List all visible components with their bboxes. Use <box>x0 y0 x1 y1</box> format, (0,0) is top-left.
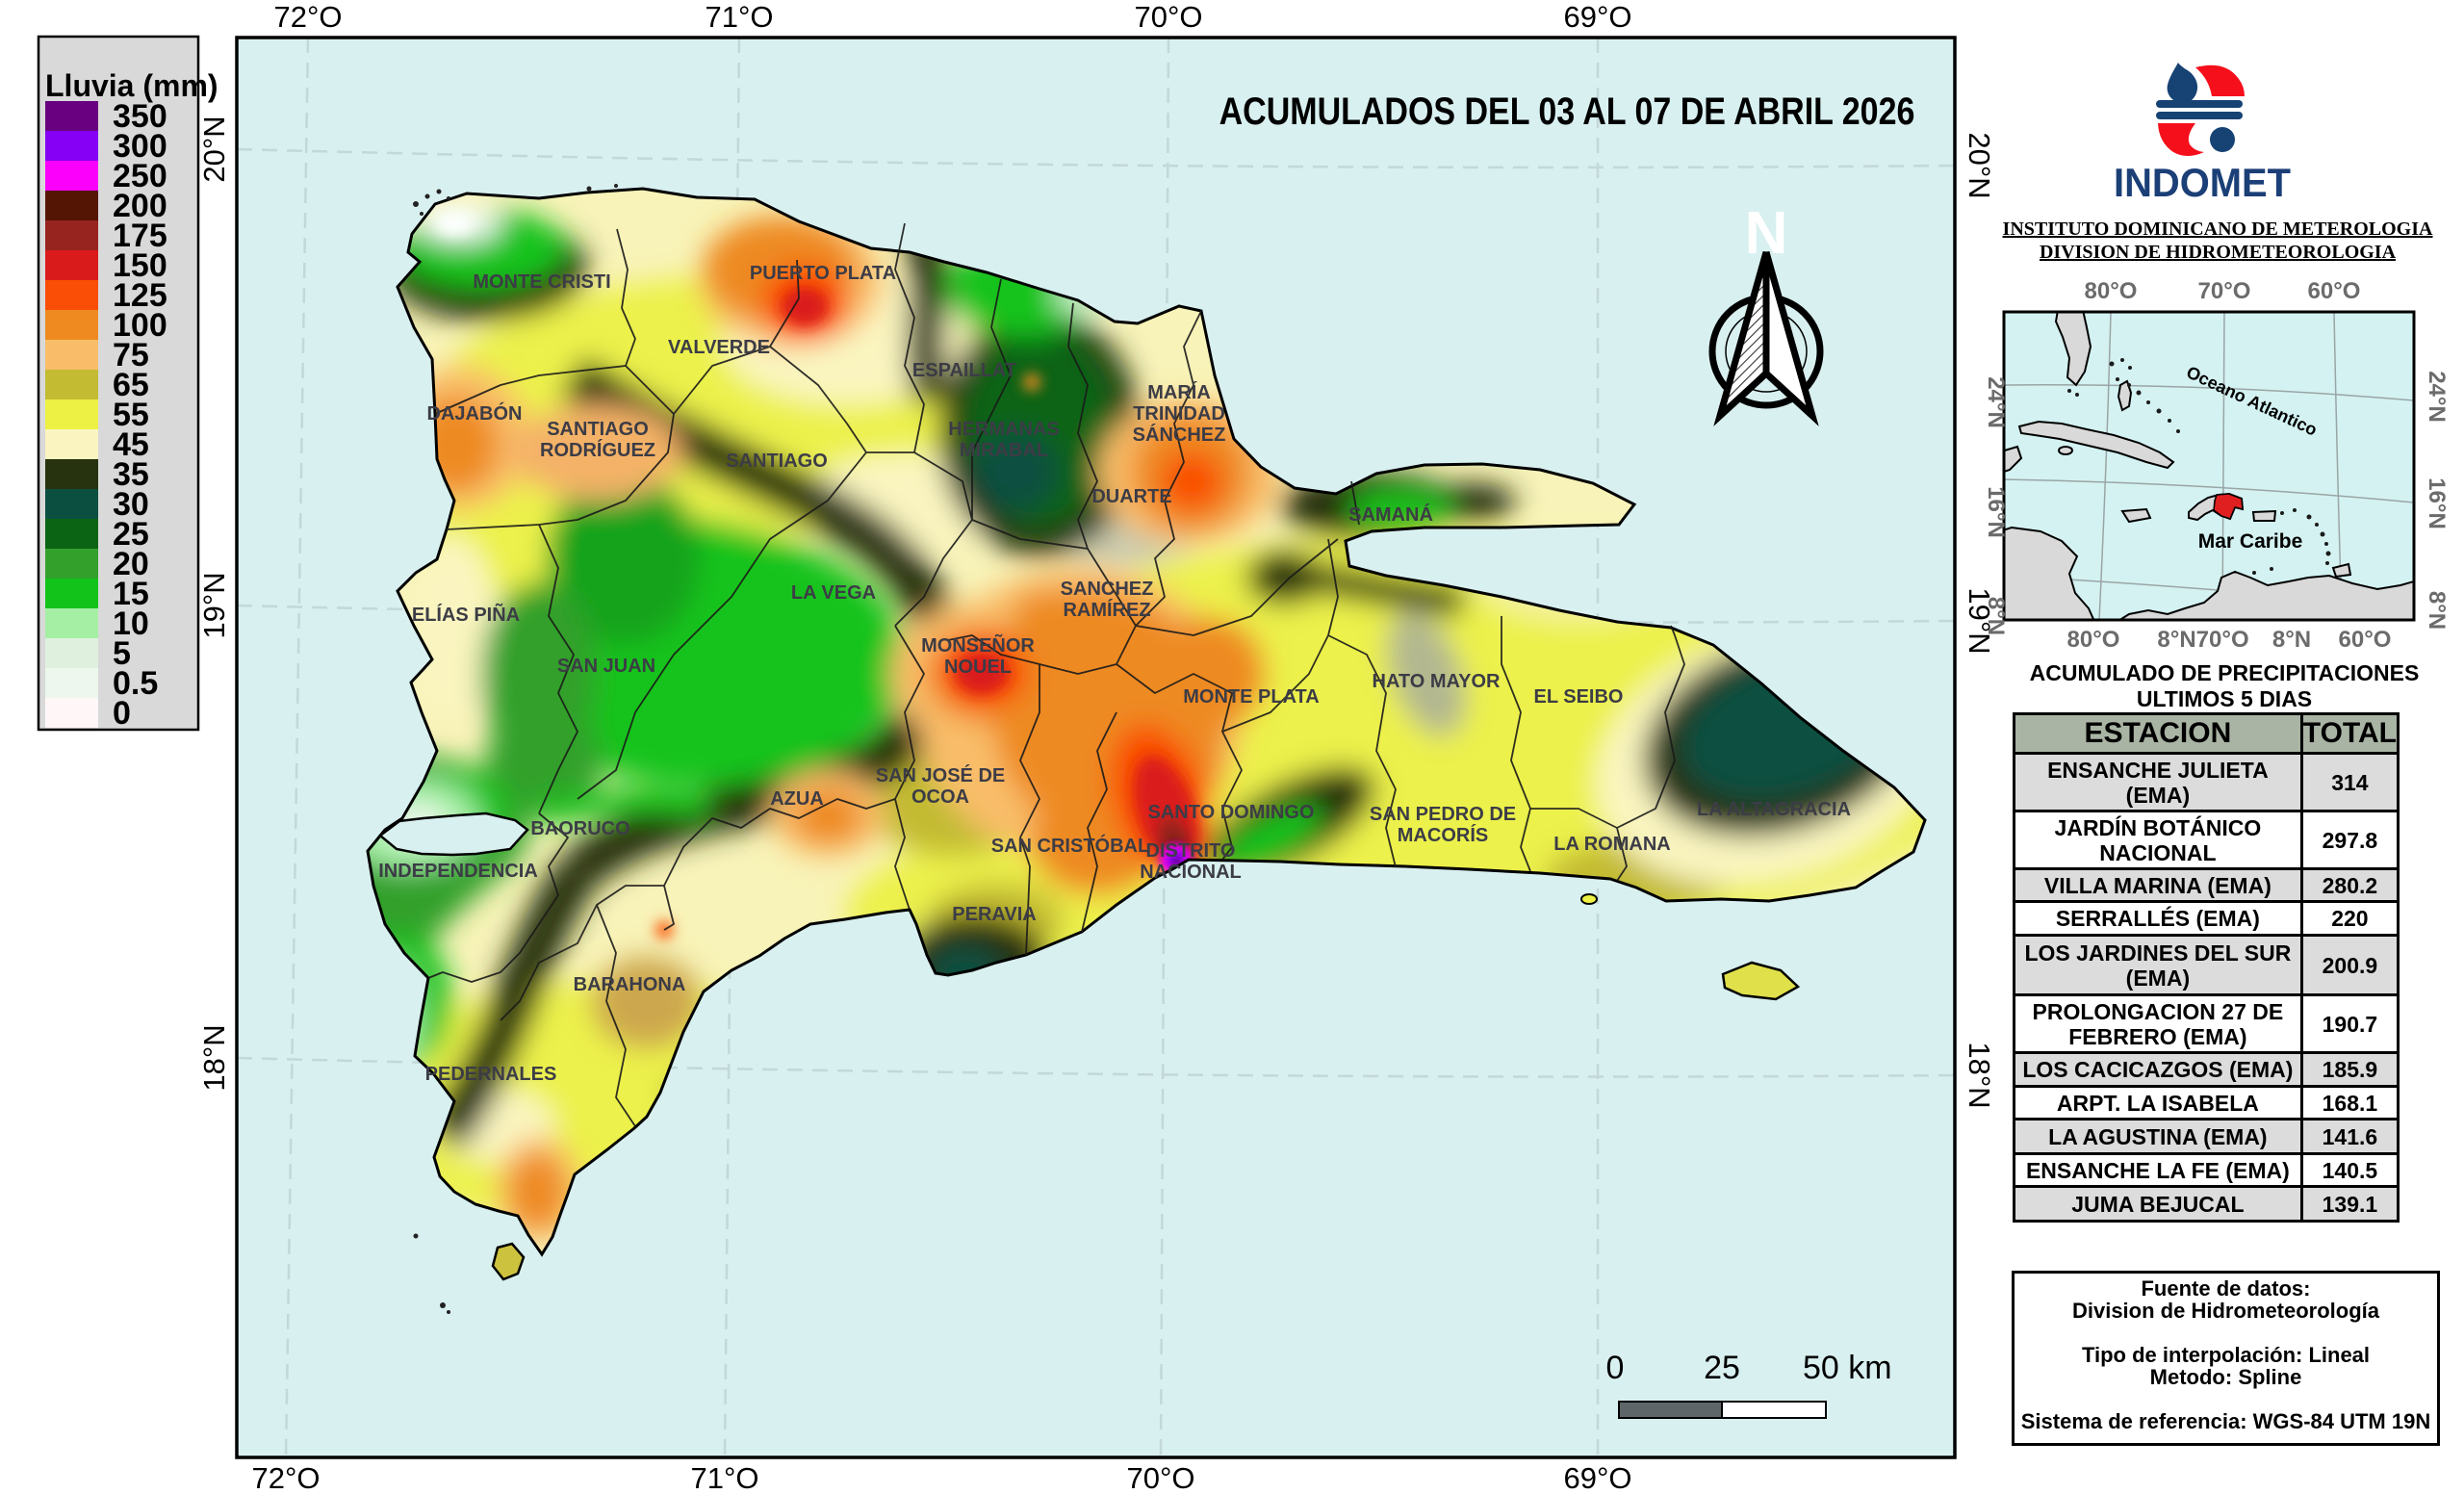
svg-text:MONTE PLATA: MONTE PLATA <box>1183 686 1319 708</box>
svg-text:PUERTO PLATA: PUERTO PLATA <box>750 263 896 284</box>
svg-text:69°O: 69°O <box>1564 0 1632 34</box>
svg-text:HERMANAS: HERMANAS <box>948 419 1060 440</box>
svg-text:0.5: 0.5 <box>113 665 158 702</box>
svg-text:24°N: 24°N <box>2424 371 2450 423</box>
svg-text:25: 25 <box>113 516 149 553</box>
svg-text:AZUA: AZUA <box>770 788 824 810</box>
svg-text:19°N: 19°N <box>1963 587 1996 654</box>
svg-text:0: 0 <box>113 695 131 732</box>
svg-text:SÁNCHEZ: SÁNCHEZ <box>1133 424 1226 446</box>
svg-text:DAJABÓN: DAJABÓN <box>427 401 523 425</box>
svg-text:PEDERNALES: PEDERNALES <box>425 1064 557 1085</box>
svg-text:70°O: 70°O <box>2198 278 2251 304</box>
svg-text:MONTE CRISTI: MONTE CRISTI <box>473 271 610 293</box>
svg-text:200: 200 <box>113 188 167 224</box>
svg-text:SANTIAGO: SANTIAGO <box>726 451 828 472</box>
svg-text:24°N: 24°N <box>1983 376 2009 428</box>
svg-text:72°O: 72°O <box>274 0 343 34</box>
svg-text:20: 20 <box>113 546 149 582</box>
svg-text:18°N: 18°N <box>197 1024 231 1091</box>
svg-text:OCOA: OCOA <box>911 786 969 808</box>
svg-text:MARÍA: MARÍA <box>1147 381 1211 403</box>
svg-text:DISTRITO: DISTRITO <box>1146 840 1236 862</box>
svg-text:100: 100 <box>113 307 167 344</box>
svg-text:30: 30 <box>113 486 149 523</box>
svg-text:0: 0 <box>1606 1350 1625 1386</box>
svg-text:8°N: 8°N <box>1983 597 2009 635</box>
svg-text:60°O: 60°O <box>2339 627 2392 653</box>
svg-text:65: 65 <box>113 367 149 403</box>
svg-text:SAN JUAN: SAN JUAN <box>557 656 655 677</box>
svg-text:20°N: 20°N <box>197 116 231 182</box>
svg-text:70°O: 70°O <box>1135 0 1203 34</box>
svg-text:70°O: 70°O <box>1127 1461 1195 1494</box>
svg-text:NOUEL: NOUEL <box>944 657 1012 678</box>
svg-text:MACORÍS: MACORÍS <box>1398 824 1488 846</box>
svg-text:35: 35 <box>113 456 149 493</box>
svg-text:ACUMULADOS DEL 03 AL 07 DE ABR: ACUMULADOS DEL 03 AL 07 DE ABRIL 2026 <box>1219 89 1915 132</box>
svg-text:18°N: 18°N <box>1963 1042 1996 1108</box>
svg-text:LA ALTAGRACIA: LA ALTAGRACIA <box>1697 799 1851 820</box>
svg-text:LA ROMANA: LA ROMANA <box>1553 834 1670 855</box>
svg-text:10: 10 <box>113 605 149 642</box>
svg-text:8°N: 8°N <box>2424 591 2450 630</box>
svg-text:350: 350 <box>113 98 167 135</box>
svg-text:20°N: 20°N <box>1963 132 1996 198</box>
svg-text:72°O: 72°O <box>252 1461 321 1494</box>
svg-text:Lluvia (mm): Lluvia (mm) <box>45 68 218 103</box>
svg-text:ESPAILLAT: ESPAILLAT <box>912 360 1016 381</box>
svg-text:69°O: 69°O <box>1564 1461 1632 1494</box>
svg-text:INDOMET: INDOMET <box>2114 160 2291 205</box>
svg-text:45: 45 <box>113 426 149 463</box>
svg-text:SAN PEDRO DE: SAN PEDRO DE <box>1370 804 1516 825</box>
svg-text:5: 5 <box>113 635 131 672</box>
svg-text:80°O: 80°O <box>2085 278 2138 304</box>
svg-text:SAN JOSÉ DE: SAN JOSÉ DE <box>876 764 1005 786</box>
svg-text:250: 250 <box>113 158 167 194</box>
svg-text:RODRÍGUEZ: RODRÍGUEZ <box>540 439 655 461</box>
svg-text:RAMÍREZ: RAMÍREZ <box>1063 599 1150 621</box>
svg-text:125: 125 <box>113 277 167 314</box>
svg-text:SAN CRISTÓBAL: SAN CRISTÓBAL <box>991 834 1149 857</box>
svg-text:PERAVIA: PERAVIA <box>952 904 1036 925</box>
svg-text:19°N: 19°N <box>197 572 231 638</box>
svg-text:ELÍAS PIÑA: ELÍAS PIÑA <box>412 604 520 626</box>
svg-text:25: 25 <box>1704 1350 1740 1386</box>
svg-text:80°O: 80°O <box>2067 627 2120 653</box>
svg-text:50 km: 50 km <box>1803 1350 1892 1386</box>
svg-text:MONSEÑOR: MONSEÑOR <box>921 634 1035 657</box>
svg-text:16°N: 16°N <box>1983 486 2009 538</box>
svg-text:175: 175 <box>113 218 167 254</box>
svg-text:VALVERDE: VALVERDE <box>668 337 770 358</box>
svg-text:71°O: 71°O <box>691 1461 759 1494</box>
svg-text:8°N: 8°N <box>2272 627 2311 653</box>
svg-text:SAMANÁ: SAMANÁ <box>1348 503 1433 526</box>
svg-text:SANCHEZ: SANCHEZ <box>1061 579 1154 600</box>
svg-text:LA VEGA: LA VEGA <box>791 582 876 604</box>
svg-text:75: 75 <box>113 337 149 374</box>
svg-text:HATO MAYOR: HATO MAYOR <box>1373 671 1502 692</box>
svg-text:71°O: 71°O <box>706 0 774 34</box>
svg-text:TRINIDAD: TRINIDAD <box>1133 403 1225 425</box>
svg-text:SANTIAGO: SANTIAGO <box>547 419 649 440</box>
svg-text:NACIONAL: NACIONAL <box>1140 862 1242 883</box>
svg-text:55: 55 <box>113 397 149 433</box>
svg-text:SANTO DOMINGO: SANTO DOMINGO <box>1148 802 1315 823</box>
svg-text:Mar Caribe: Mar Caribe <box>2198 530 2303 553</box>
svg-text:DUARTE: DUARTE <box>1091 486 1171 507</box>
svg-text:BARAHONA: BARAHONA <box>574 974 686 995</box>
svg-text:15: 15 <box>113 576 149 612</box>
svg-text:EL SEIBO: EL SEIBO <box>1534 686 1624 708</box>
svg-text:60°O: 60°O <box>2308 278 2361 304</box>
svg-text:MIRABAL: MIRABAL <box>960 440 1048 461</box>
svg-text:BAORUCO: BAORUCO <box>530 818 629 839</box>
svg-text:8°N70°O: 8°N70°O <box>2157 627 2248 653</box>
svg-text:16°N: 16°N <box>2424 477 2450 529</box>
svg-text:300: 300 <box>113 128 167 165</box>
svg-text:150: 150 <box>113 247 167 284</box>
svg-text:INDEPENDENCIA: INDEPENDENCIA <box>378 861 538 882</box>
